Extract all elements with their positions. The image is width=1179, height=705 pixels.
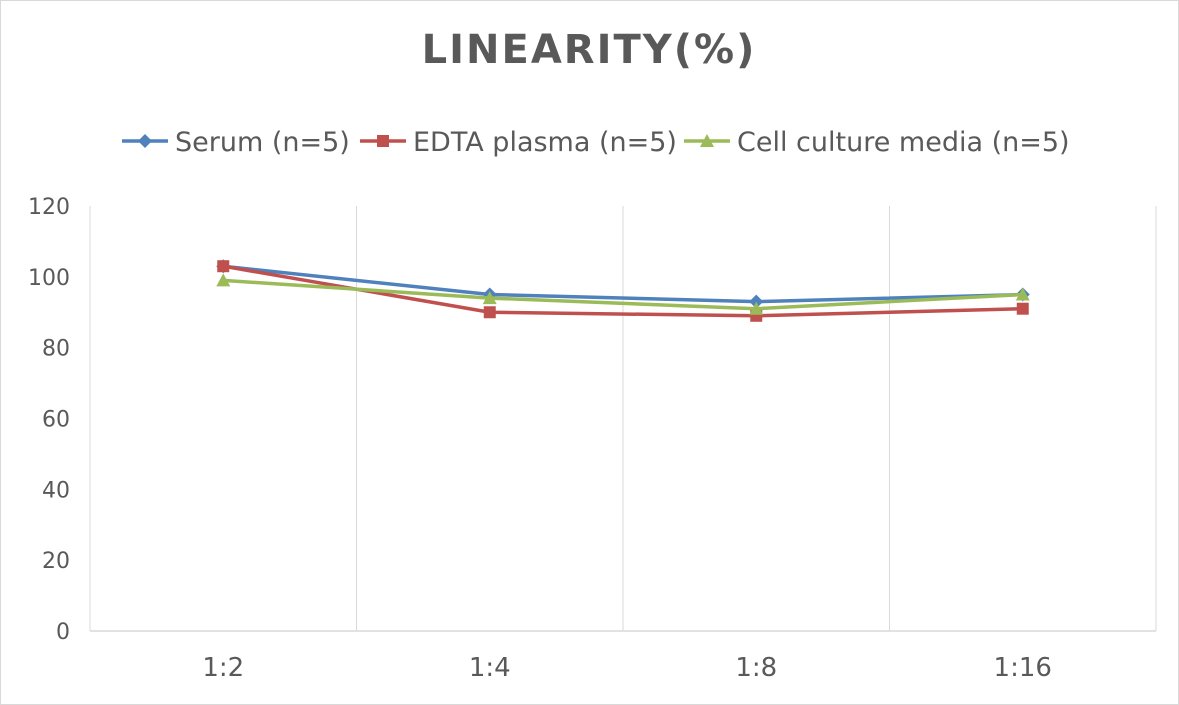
triangle-marker xyxy=(749,301,764,315)
y-tick-label: 120 xyxy=(28,195,70,220)
x-tick-label: 1:8 xyxy=(735,653,777,683)
square-marker xyxy=(483,306,496,319)
series-line xyxy=(223,264,1023,304)
triangle-marker xyxy=(216,273,231,287)
x-tick-label: 1:2 xyxy=(202,653,244,683)
legend-label: Cell culture media (n=5) xyxy=(737,127,1070,158)
diamond-marker xyxy=(138,134,152,148)
y-tick-label: 60 xyxy=(42,408,70,433)
y-tick-label: 40 xyxy=(42,478,70,503)
triangle-marker xyxy=(482,291,497,305)
square-marker xyxy=(217,260,230,273)
y-tick-label: 20 xyxy=(42,549,70,574)
diamond-marker xyxy=(749,294,764,309)
legend: Serum (n=5) EDTA plasma (n=5) Cell culture… xyxy=(122,127,1070,158)
legend-item: Serum (n=5) xyxy=(122,127,350,158)
x-tick-label: 1:4 xyxy=(469,653,511,683)
legend-label: EDTA plasma (n=5) xyxy=(413,127,677,158)
x-tick-label: 1:16 xyxy=(994,653,1052,683)
series-line xyxy=(223,278,1023,311)
y-tick-label: 80 xyxy=(42,337,70,362)
triangle-marker xyxy=(700,134,714,147)
series-group xyxy=(216,259,1030,322)
chart-title: LINEARITY(%) xyxy=(422,27,757,73)
legend-label: Serum (n=5) xyxy=(175,127,350,158)
legend-item: EDTA plasma (n=5) xyxy=(360,127,677,158)
legend-item: Cell culture media (n=5) xyxy=(684,127,1070,158)
square-marker xyxy=(377,135,389,147)
series-2 xyxy=(216,273,1030,315)
y-tick-label: 100 xyxy=(28,266,70,291)
triangle-marker xyxy=(1015,287,1030,301)
axes: 0 20 40 60 80 100 120 1:2 1:4 1:8 1:16 xyxy=(28,195,1156,683)
square-marker xyxy=(1016,302,1029,315)
grid xyxy=(89,206,1157,631)
y-tick-label: 0 xyxy=(56,620,70,645)
